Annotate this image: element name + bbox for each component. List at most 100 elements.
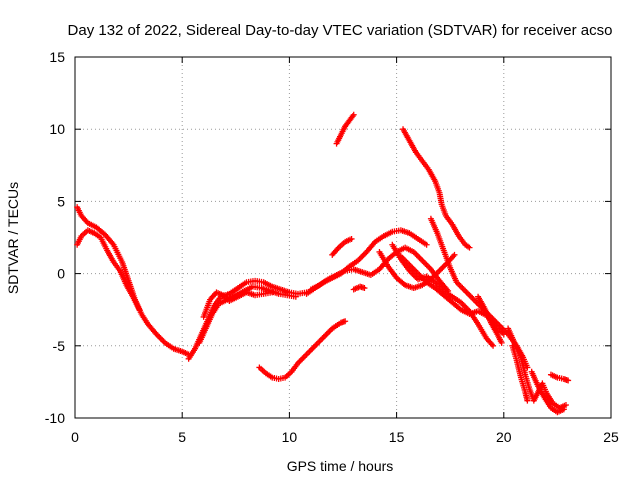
data-point — [415, 253, 422, 260]
data-point — [463, 289, 470, 296]
series-arc-18 — [505, 325, 569, 411]
data-point — [159, 337, 166, 344]
y-tick-label: -10 — [45, 410, 65, 426]
data-point — [497, 324, 504, 331]
data-point — [465, 290, 472, 297]
data-point — [312, 342, 319, 349]
data-point — [459, 285, 466, 292]
data-point — [316, 338, 323, 345]
series-arc-10 — [350, 283, 368, 293]
data-point — [136, 306, 143, 313]
data-point — [320, 334, 327, 341]
data-point — [423, 261, 430, 268]
data-point — [314, 339, 321, 346]
data-point — [496, 322, 503, 329]
data-point — [310, 344, 317, 351]
data-point — [413, 269, 420, 276]
series-arc-2 — [74, 227, 143, 313]
data-point — [307, 347, 314, 354]
data-point — [437, 266, 444, 273]
data-point — [410, 272, 417, 279]
data-point — [439, 264, 446, 271]
data-point — [357, 254, 364, 261]
data-point — [466, 244, 473, 251]
series-arc-17 — [475, 293, 505, 346]
data-point — [297, 357, 304, 364]
data-point — [409, 264, 416, 271]
data-point — [451, 251, 458, 258]
data-point — [498, 339, 505, 346]
data-point — [460, 286, 467, 293]
data-point — [416, 254, 423, 261]
y-axis-label: SDTVAR / TECUs — [5, 182, 21, 294]
data-point — [302, 352, 309, 359]
data-point — [565, 377, 572, 384]
y-tick-label: 5 — [57, 193, 65, 209]
data-point — [499, 325, 506, 332]
series-arc-6 — [256, 318, 349, 383]
data-point — [306, 348, 313, 355]
x-tick-label: 25 — [603, 429, 619, 445]
data-point — [361, 285, 368, 292]
data-point — [317, 337, 324, 344]
data-point — [360, 251, 367, 258]
data-point — [413, 251, 420, 258]
data-point — [419, 257, 426, 264]
series-arc-21 — [547, 371, 572, 384]
series-arc-20 — [528, 368, 567, 416]
data-point — [415, 270, 422, 277]
chart-title: Day 132 of 2022, Sidereal Day-to-day VTE… — [68, 22, 613, 39]
series-arc-1 — [74, 204, 192, 358]
data-point — [467, 293, 474, 300]
data-point — [348, 235, 355, 242]
series-arc-9 — [329, 235, 355, 258]
x-tick-label: 10 — [282, 429, 298, 445]
data-point — [300, 354, 307, 361]
x-tick-label: 5 — [178, 429, 186, 445]
y-tick-label: 15 — [49, 49, 65, 65]
data-point — [420, 259, 427, 266]
data-point — [466, 292, 473, 299]
data-point — [326, 328, 333, 335]
data-point — [303, 351, 310, 358]
grid — [75, 57, 611, 418]
x-tick-label: 0 — [71, 429, 79, 445]
y-tick-label: 10 — [49, 121, 65, 137]
data-point — [460, 302, 467, 309]
data-point — [502, 328, 509, 335]
data-point — [342, 318, 349, 325]
data-point — [324, 329, 331, 336]
data-points — [74, 111, 572, 416]
data-point — [457, 283, 464, 290]
data-point — [562, 402, 569, 409]
data-point — [436, 267, 443, 274]
x-axis-label: GPS time / hours — [287, 458, 394, 474]
data-point — [412, 267, 419, 274]
x-tick-label: 20 — [496, 429, 512, 445]
data-point — [157, 335, 164, 342]
data-point — [456, 282, 463, 289]
data-point — [350, 111, 357, 118]
data-point — [156, 334, 163, 341]
data-point — [299, 355, 306, 362]
data-point — [462, 287, 469, 294]
data-point — [410, 266, 417, 273]
data-point — [524, 397, 531, 404]
axis-ticks: 0 5 10 15 20 25 -10 -5 0 5 10 15 — [45, 49, 619, 445]
y-tick-label: 0 — [57, 266, 65, 282]
data-point — [292, 293, 299, 300]
data-point — [319, 335, 326, 342]
series-arc-11 — [333, 111, 357, 147]
plot-frame — [74, 56, 612, 419]
data-point — [417, 256, 424, 263]
series-arc-4 — [196, 283, 299, 346]
series-arc-5 — [200, 289, 276, 320]
data-point — [304, 350, 311, 357]
data-point — [323, 331, 330, 338]
data-point — [470, 296, 477, 303]
data-point — [409, 270, 416, 277]
data-point — [359, 253, 366, 260]
data-point — [309, 345, 316, 352]
x-tick-label: 15 — [389, 429, 405, 445]
